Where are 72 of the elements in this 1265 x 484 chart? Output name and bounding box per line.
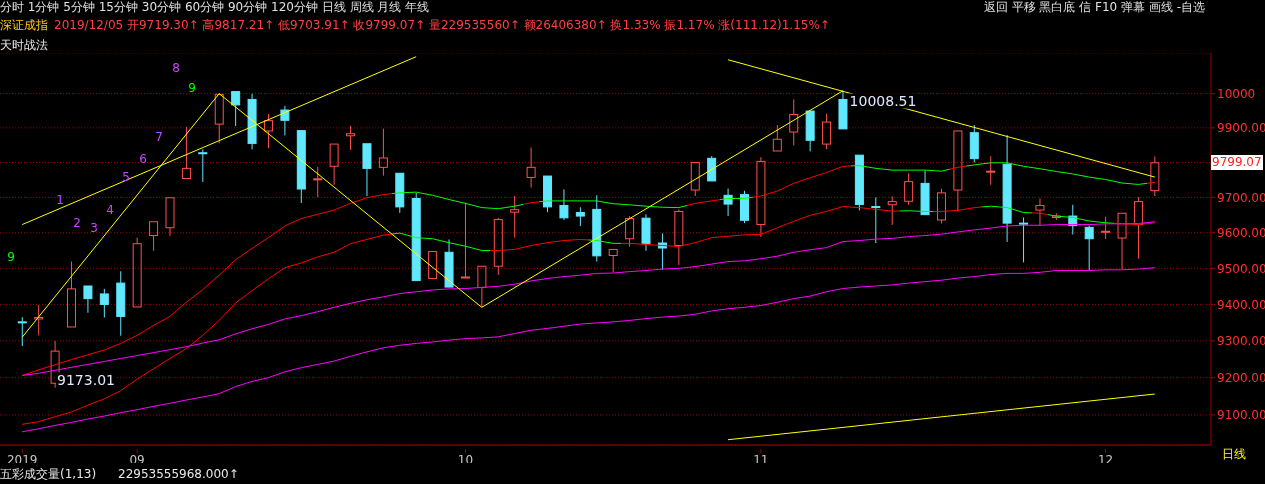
candlestick [296, 130, 306, 204]
candlestick [887, 195, 897, 226]
y-tick-label: 9700.00 [1217, 190, 1265, 205]
chart-subtitle: 2019/12/05 开9719.30↑ 高9817.21↑ 低9703.91↑ 收9799.07↑ 量229535560↑ 额26406380↑ 换1.33% 振1.17% 涨(111.12)1.15%↑ [54, 17, 830, 34]
candlestick [641, 213, 651, 252]
candlestick [575, 206, 585, 227]
y-tick-label: 9600.00 [1217, 225, 1265, 240]
annotation: 5 [122, 169, 130, 185]
text: 日线 [1222, 447, 1246, 462]
annotation: 2 [73, 215, 81, 231]
candlestick [165, 197, 175, 237]
y-tick-label: 9500.00 [1217, 261, 1265, 276]
chart-title: 深证成指 [0, 17, 48, 34]
candlestick [526, 147, 536, 189]
y-tick-label: 9300.00 [1217, 334, 1265, 349]
annotation: 3 [90, 220, 98, 236]
candlestick [116, 270, 126, 337]
candlestick [1117, 212, 1127, 270]
y-tick-label: 9900.00 [1217, 121, 1265, 136]
candlestick [477, 265, 487, 308]
annotation: 1 [56, 192, 64, 208]
line-series [21, 205, 1156, 425]
candlestick [953, 130, 963, 212]
annotation: 9 [7, 249, 15, 265]
candlestick [198, 148, 208, 183]
candlestick [34, 304, 44, 336]
candlestick [444, 238, 454, 288]
candlestick [378, 128, 388, 177]
candlestick [428, 251, 438, 279]
candlestick [247, 93, 257, 150]
text: 天时战法 [0, 38, 48, 53]
candlestick [181, 126, 191, 179]
candlestick [920, 169, 930, 216]
text: 五彩成交量(1,13) [0, 467, 97, 482]
annotation: 8 [172, 60, 180, 76]
annotation: 7 [155, 129, 163, 145]
annotation: 10008.51 [848, 92, 918, 109]
candlestick [1150, 155, 1160, 197]
candlestick [214, 93, 224, 144]
candlestick [329, 143, 339, 186]
annotation: 6 [139, 151, 147, 167]
candlestick [723, 188, 733, 217]
text: 9799.07 [1211, 155, 1263, 170]
text: 分时 1分钟 5分钟 15分钟 30分钟 60分钟 90分钟 120分钟 日线 周线 月线 年线 [0, 0, 430, 15]
candlestick [67, 261, 77, 328]
candlestick [805, 110, 815, 152]
y-tick-label: 9100.00 [1217, 408, 1265, 423]
line-series [21, 267, 1156, 433]
y-tick-label: 9400.00 [1217, 297, 1265, 312]
annotation: 4 [106, 202, 114, 218]
candlestick [674, 208, 684, 266]
candlestick [83, 285, 93, 314]
candlestick [871, 196, 881, 244]
candlestick [1035, 197, 1045, 227]
candlestick [838, 90, 848, 130]
candlestick [559, 188, 569, 221]
candlestick [460, 202, 470, 279]
candlestick [756, 156, 766, 238]
candlestick [1002, 134, 1012, 243]
y-tick-label: 10000 [1217, 86, 1256, 101]
y-tick-label: 9200.00 [1217, 370, 1265, 385]
candlestick [362, 143, 372, 197]
candlestick [707, 155, 717, 182]
text: 22953555968.000↑ [118, 467, 239, 482]
candlestick [986, 155, 996, 186]
text: 返回 平移 黑白底 信 F10 弹幕 画线 -自选 [983, 0, 1205, 15]
candlestick [231, 91, 241, 127]
candlestick [608, 248, 618, 273]
annotation: 9 [188, 80, 196, 96]
annotation: 9173.01 [56, 371, 116, 388]
candlestick [149, 221, 159, 252]
candlestick [789, 98, 799, 146]
